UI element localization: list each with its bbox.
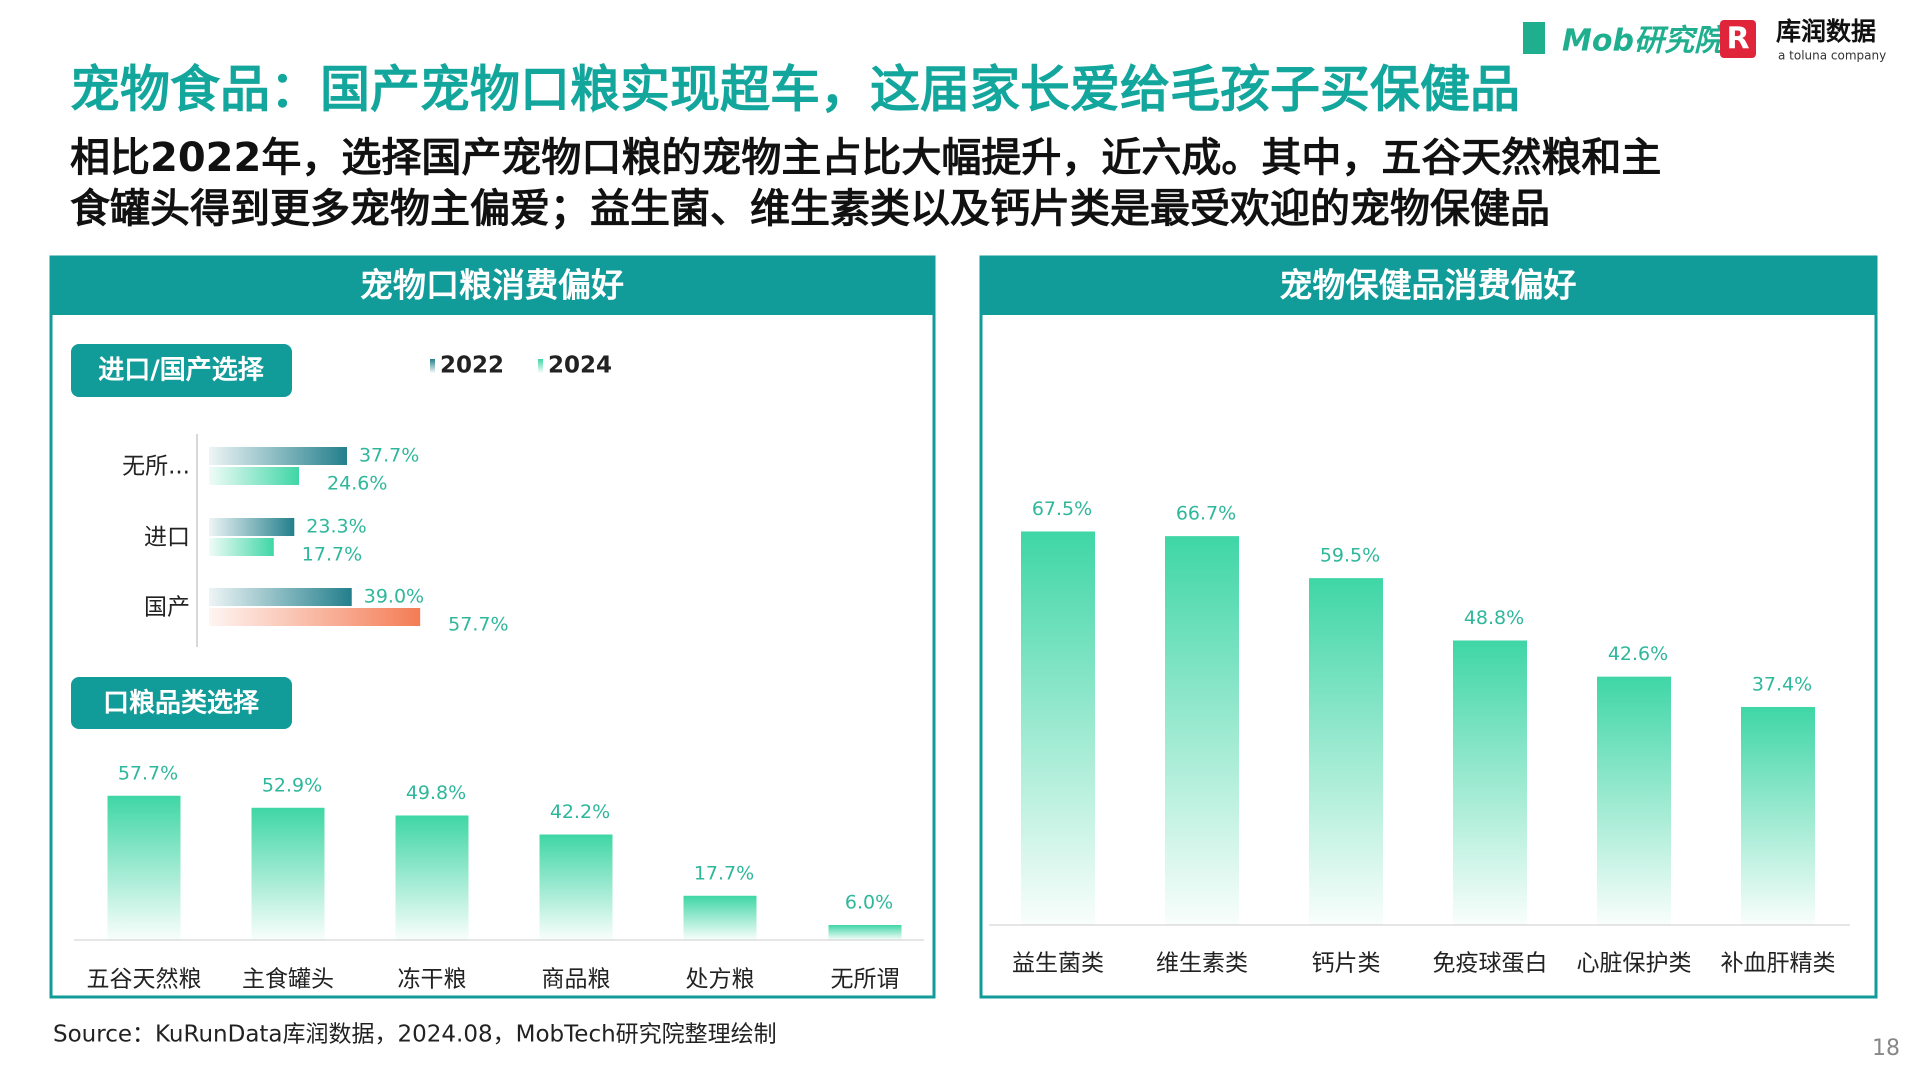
bar [209,518,295,536]
brand-kurun: 库润数据 [1776,17,1876,46]
bar [209,538,274,556]
legend-label: 2024 [548,353,612,379]
bar [209,447,347,465]
category-label: 心脏保护类 [1577,951,1692,977]
legend-swatch [538,359,543,373]
page-number: 18 [1872,1036,1900,1061]
bar [209,588,352,606]
value-label: 6.0% [845,892,893,914]
value-label: 42.6% [1608,643,1668,665]
badge-text: 口粮品类选择 [103,688,260,719]
panel-title: 宠物保健品消费偏好 [1280,266,1577,305]
value-label: 24.6% [327,473,387,495]
bar [209,467,300,485]
value-label: 59.5% [1320,545,1380,567]
legend-label: 2022 [440,353,504,379]
bar [1165,536,1239,925]
value-label: 17.7% [302,544,362,566]
panel-header [981,257,1876,315]
value-label: 17.7% [694,862,754,884]
category-label: 免疫球蛋白 [1433,951,1548,977]
bar [1309,578,1383,925]
category-label: 商品粮 [542,967,611,993]
bar [107,795,181,940]
brand-mob: Mob研究院 [1562,24,1729,59]
category-label: 处方粮 [686,967,755,993]
panel-title: 宠物口粮消费偏好 [360,266,624,305]
value-label: 66.7% [1176,503,1236,525]
category-label: 进口 [144,525,190,551]
value-label: 37.7% [359,445,419,467]
bar [828,925,902,940]
subtitle: 食罐头得到更多宠物主偏爱；益生菌、维生素类以及钙片类是最受欢迎的宠物保健品 [70,186,1550,232]
bar [683,895,757,940]
brand-tagline: a toluna company [1778,49,1886,63]
bar [539,834,613,940]
value-label: 48.8% [1464,607,1524,629]
category-label: 益生菌类 [1012,951,1104,977]
title: 宠物食品：国产宠物口粮实现超车，这届家长爱给毛孩子买保健品 [70,61,1520,119]
logo-icon [1523,22,1545,54]
subtitle: 相比2022年，选择国产宠物口粮的宠物主占比大幅提升，近六成。其中，五谷天然粮和… [70,135,1661,181]
logo-r [1720,20,1756,58]
bar [1021,531,1095,925]
bar [209,608,421,626]
category-label: 五谷天然粮 [87,967,202,993]
badge [71,677,292,729]
value-label: 37.4% [1752,673,1812,695]
bar [1597,676,1671,925]
legend-swatch [430,359,435,373]
value-label: 57.7% [448,614,508,636]
source: Source：KuRunData库润数据，2024.08，MobTech研究院整… [53,1022,777,1048]
value-label: 57.7% [118,762,178,784]
category-label: 补血肝精类 [1721,951,1836,977]
value-label: 42.2% [550,801,610,823]
category-label: 冻干粮 [398,967,467,993]
category-label: 无所谓 [831,967,900,993]
value-label: 49.8% [406,782,466,804]
bar [1741,706,1815,925]
category-label: 主食罐头 [242,967,334,993]
bar [251,807,325,940]
bar [1453,640,1527,925]
value-label: 23.3% [306,516,366,538]
category-label: 无所... [122,454,190,480]
category-label: 国产 [144,595,190,621]
value-label: 39.0% [364,586,424,608]
bar [395,815,469,940]
category-label: 钙片类 [1312,951,1381,977]
logo-r-letter: R [1726,22,1749,57]
badge-text: 进口/国产选择 [98,356,264,386]
value-label: 67.5% [1032,498,1092,520]
value-label: 52.9% [262,774,322,796]
category-label: 维生素类 [1156,951,1248,977]
panel-header [51,257,934,315]
badge [71,344,292,397]
